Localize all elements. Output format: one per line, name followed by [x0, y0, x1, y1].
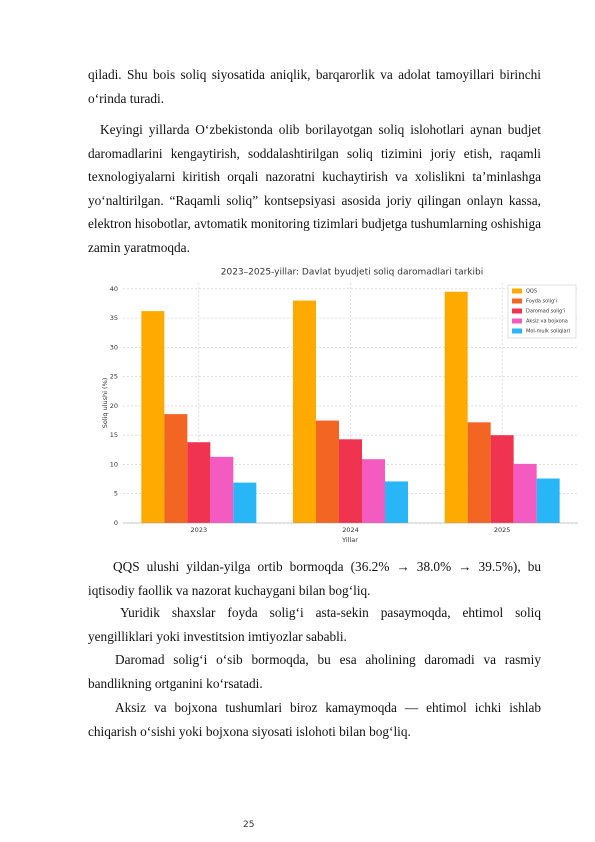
bar	[536, 478, 560, 523]
y-tick-label: 20	[110, 402, 118, 410]
y-tick-label: 40	[110, 285, 118, 293]
bar	[362, 459, 385, 523]
bar	[467, 422, 491, 523]
paragraph: qiladi. Shu bois soliq siyosatida aniqli…	[88, 67, 541, 106]
bar	[385, 481, 408, 523]
bar	[187, 442, 211, 523]
x-tick-label: 2025	[494, 526, 511, 534]
chart-title: 2023–2025-yillar: Davlat byudjeti soliq …	[221, 268, 484, 278]
paragraph: QQS ulushi yildan-yilga ortib bormoqda (…	[88, 559, 541, 598]
bar	[293, 300, 316, 523]
legend-label: QQS	[526, 289, 537, 295]
y-tick-label: 15	[110, 431, 118, 439]
y-axis-label: Soliq ulushi (%)	[101, 378, 109, 429]
y-tick-label: 35	[110, 314, 118, 322]
bar	[141, 311, 165, 523]
bar	[490, 435, 514, 523]
legend-label: Aksiz va bojxona	[526, 319, 568, 325]
y-tick-label: 10	[110, 460, 118, 468]
paragraph: Daromad solig‘i o‘sib bormoqda, bu esa a…	[88, 652, 541, 691]
paragraph: Yuridik shaxslar foyda solig‘i asta-seki…	[88, 605, 541, 644]
bar	[233, 482, 257, 523]
bar	[210, 456, 234, 523]
y-tick-label: 5	[114, 490, 118, 498]
bar	[339, 439, 362, 523]
legend-swatch	[512, 308, 522, 314]
legend-label: Daromad solig‘i	[526, 309, 565, 315]
page-number: 25	[243, 820, 255, 830]
legend-swatch	[512, 298, 522, 304]
bar	[513, 463, 537, 523]
x-axis-label: Yillar	[341, 536, 358, 544]
legend-label: Foyda solig‘i	[526, 299, 557, 305]
chart: 2023–2025-yillar: Davlat byudjeti soliq …	[101, 268, 578, 544]
legend-label: Mol-mulk soliqlari	[526, 329, 570, 335]
x-tick-label: 2024	[342, 526, 359, 534]
y-tick-label: 25	[110, 373, 118, 381]
paragraph: Keyingi yillarda O‘zbekistonda olib bori…	[88, 122, 541, 255]
paragraph: Aksiz va bojxona tushumlari biroz kamaym…	[88, 700, 541, 739]
bar	[164, 414, 188, 523]
bar	[444, 291, 468, 523]
legend-swatch	[512, 288, 522, 294]
legend-swatch	[512, 328, 522, 334]
x-tick-label: 2023	[191, 526, 208, 534]
bar	[316, 420, 339, 523]
legend-swatch	[512, 318, 522, 324]
y-tick-label: 30	[110, 343, 118, 351]
y-tick-label: 0	[114, 519, 118, 527]
